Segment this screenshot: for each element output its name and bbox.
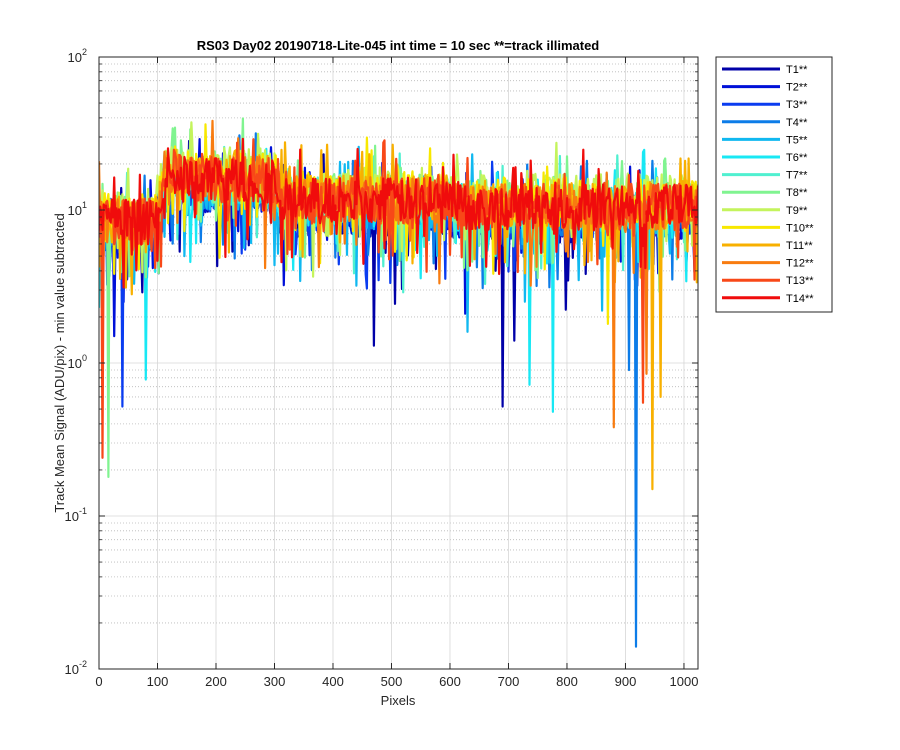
y-tick-label: 102 [68, 47, 87, 65]
x-tick-label: 0 [95, 674, 102, 689]
y-tick-exponent: 2 [82, 47, 87, 57]
y-tick-base: 10 [65, 509, 79, 524]
y-tick-base: 10 [65, 662, 79, 677]
x-axis-label: Pixels [381, 693, 416, 708]
legend-label: T12** [786, 258, 814, 270]
y-axis-label: Track Mean Signal (ADU/pix) - min value … [52, 213, 67, 512]
legend-label: T6** [786, 152, 808, 164]
y-tick-exponent: -2 [79, 659, 87, 669]
y-tick-exponent: 0 [82, 353, 87, 363]
x-tick-label: 200 [205, 674, 227, 689]
y-tick-base: 10 [68, 356, 82, 371]
x-tick-label: 1000 [670, 674, 699, 689]
y-tick-exponent: -1 [79, 506, 87, 516]
legend: T1** T2** T3** T4** T5** T6** T7** T8** T9** T10*… [715, 56, 833, 313]
legend-label: T11** [786, 240, 813, 252]
y-tick-label: 10-2 [65, 659, 87, 677]
legend-label: T9** [786, 205, 808, 217]
legend-label: T1** [786, 64, 808, 76]
x-tick-label: 600 [439, 674, 461, 689]
y-tick-label: 10-1 [65, 506, 87, 524]
x-tick-label: 300 [264, 674, 286, 689]
y-tick-base: 10 [68, 50, 82, 65]
x-tick-label: 900 [615, 674, 637, 689]
series-lines [99, 117, 698, 648]
chart-title: RS03 Day02 20190718-Lite-045 int time = … [197, 38, 600, 53]
x-tick-labels: 0 100 200 300 400 500 600 700 800 900 1000 [95, 674, 698, 689]
legend-label: T2** [786, 82, 808, 94]
legend-box [715, 56, 833, 313]
y-tick-base: 10 [68, 203, 82, 218]
x-tick-label: 700 [498, 674, 520, 689]
legend-label: T7** [786, 170, 808, 182]
legend-label: T10** [786, 222, 814, 234]
legend-label: T8** [786, 187, 808, 199]
y-tick-label: 101 [68, 200, 87, 218]
legend-label: T14** [786, 293, 814, 305]
x-tick-label: 500 [381, 674, 403, 689]
legend-label: T4** [786, 117, 808, 129]
legend-label: T13** [786, 275, 814, 287]
legend-label: T5** [786, 134, 808, 146]
x-tick-label: 800 [556, 674, 578, 689]
x-tick-label: 400 [322, 674, 344, 689]
x-tick-label: 100 [147, 674, 169, 689]
axis-ticks [98, 56, 698, 670]
series-line-t14 [99, 137, 698, 289]
y-tick-label: 100 [68, 353, 87, 371]
legend-label: T3** [786, 99, 808, 111]
y-tick-exponent: 1 [82, 200, 87, 210]
